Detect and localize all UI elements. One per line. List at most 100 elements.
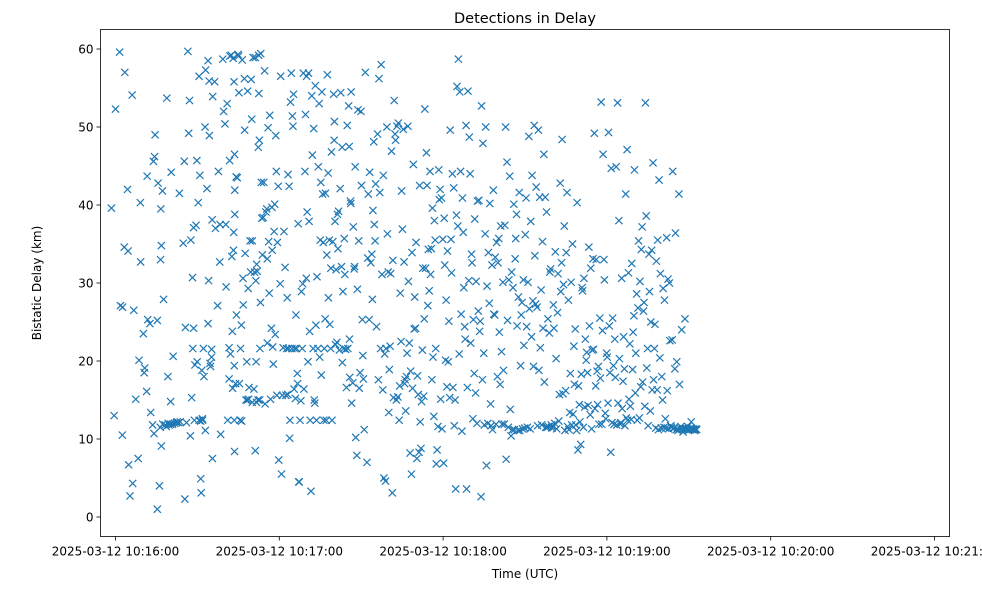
data-point [322,250,331,259]
data-point [432,459,441,468]
data-point [183,47,192,56]
data-point [214,167,223,176]
data-point [629,328,638,337]
data-point [306,416,315,425]
data-point [397,186,406,195]
data-point [383,229,392,238]
data-point [500,420,509,429]
data-point [579,423,588,432]
data-point [362,458,371,467]
data-point [427,375,436,384]
data-point [185,96,194,105]
data-point [143,172,152,181]
data-point [202,184,211,193]
data-point [625,339,634,348]
data-point [331,340,340,349]
data-point [485,199,494,208]
data-point [629,311,638,320]
data-point [598,326,607,335]
data-point [530,251,539,260]
data-point [124,460,133,469]
data-point [400,257,409,266]
data-point [384,408,393,417]
data-point [451,395,460,405]
data-point [553,308,562,317]
data-point [391,129,400,139]
data-point [594,362,603,371]
data-point [503,316,512,325]
data-point [218,55,227,64]
data-point [643,344,652,353]
data-point [302,274,311,283]
data-point [155,481,164,490]
data-point [556,287,565,296]
data-point [208,215,217,224]
data-point [310,399,319,408]
data-point [513,321,522,330]
data-point [175,189,184,198]
data-point [323,70,332,79]
data-point [446,126,455,135]
data-point [341,345,350,354]
data-point [223,99,232,108]
data-point [120,68,129,77]
data-point [423,301,432,310]
data-point [231,379,240,388]
data-point [226,349,235,359]
data-point [496,380,505,389]
data-point [586,410,595,419]
data-point [385,365,394,374]
data-point [596,374,605,383]
data-point [541,193,550,202]
data-point [406,367,415,376]
data-point [227,252,236,261]
data-point [298,279,307,288]
data-point [326,264,335,273]
data-point [584,243,593,252]
data-point [464,276,473,285]
data-point [263,254,272,263]
y-tick-label: 30 [78,276,93,290]
data-point [436,185,445,194]
data-point [225,374,234,383]
data-point [399,125,408,134]
data-point [594,420,604,429]
data-point [656,269,665,278]
data-point [477,101,486,110]
data-point [237,321,246,330]
data-point [429,412,438,421]
data-point [235,379,244,388]
data-point [391,136,400,145]
data-point [290,385,299,394]
data-point [591,381,600,390]
data-point [268,342,277,351]
data-point [636,382,645,391]
data-point [205,131,214,140]
data-point [639,307,648,316]
data-point [564,296,573,305]
data-point [578,286,587,295]
data-point [346,197,355,206]
x-tick-label: 2025-03-12 10:17:00 [216,545,343,559]
data-point [655,353,664,362]
data-point [469,315,478,324]
data-point [336,184,345,193]
data-point [241,395,251,405]
data-point [430,216,439,225]
data-point [387,147,396,156]
data-point [259,178,268,187]
data-point [285,434,294,443]
data-point [407,248,417,257]
data-point [484,248,493,257]
data-point [388,256,397,265]
data-point [463,87,472,96]
data-point [573,198,582,207]
data-point [288,112,297,121]
data-point [163,372,172,381]
data-point [330,117,339,126]
data-point [667,423,676,432]
data-point [374,375,383,384]
x-axis-ticks: 2025-03-12 10:16:00 2025-03-12 10:17:00 20… [52,536,982,559]
x-tick-label: 2025-03-12 10:20:00 [707,545,834,559]
data-point [631,349,640,358]
